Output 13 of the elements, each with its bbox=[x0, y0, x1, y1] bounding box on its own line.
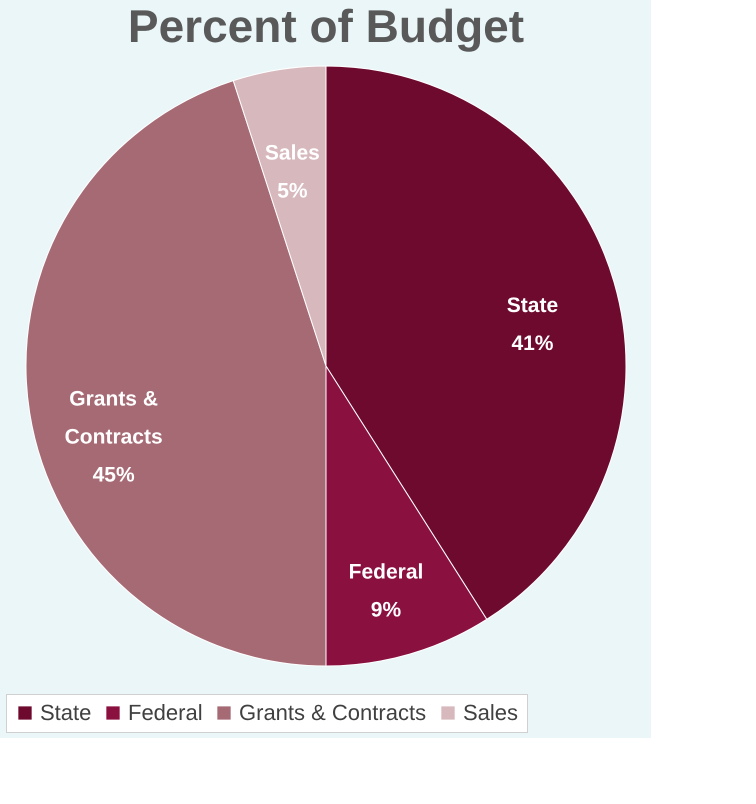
chart-title: Percent of Budget bbox=[128, 0, 524, 52]
slice-label: State bbox=[506, 294, 558, 318]
data-label: 41% bbox=[511, 332, 554, 356]
data-label: 45% bbox=[92, 464, 135, 487]
legend-label: Sales bbox=[463, 700, 518, 725]
slice-label: Sales bbox=[264, 142, 320, 165]
legend-label: State bbox=[40, 700, 92, 725]
slice-label: Grants & Contracts bbox=[64, 388, 163, 449]
legend-label: Federal bbox=[128, 700, 203, 725]
legend-label: Grants & Contracts bbox=[239, 700, 426, 725]
data-label: 5% bbox=[277, 180, 308, 203]
data-label: 9% bbox=[370, 598, 402, 622]
slice-label: Federal bbox=[348, 560, 424, 584]
